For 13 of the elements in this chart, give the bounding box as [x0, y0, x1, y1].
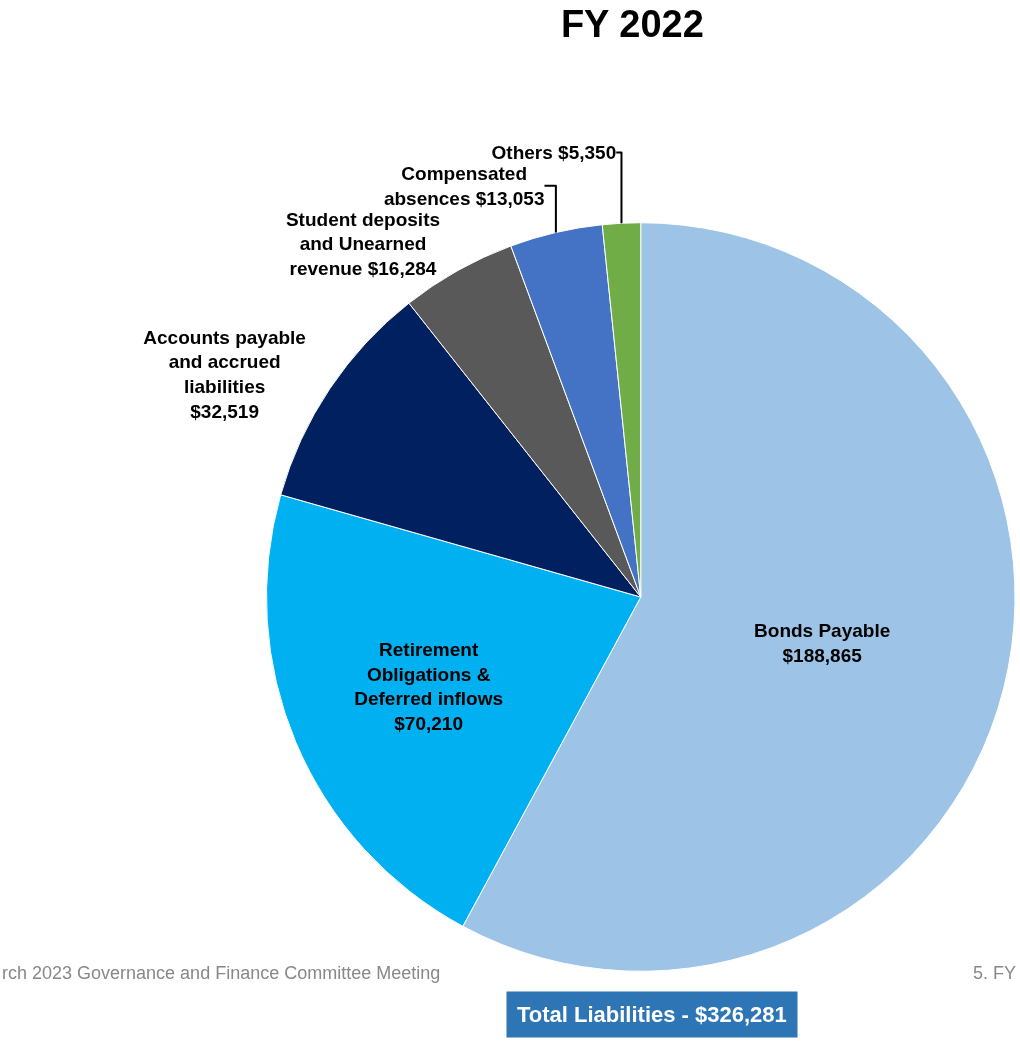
slice-label: Student deposits and Unearned revenue $16,284 [285, 208, 441, 279]
data-label: $188,865 [782, 644, 863, 666]
chart-title: FY 2022 [560, 2, 704, 45]
slice-label: Others $5,350 [491, 141, 617, 163]
slice-label: Bonds Payable [754, 620, 891, 642]
data-label: $70,210 [394, 713, 463, 735]
slice-label: Compensated absences $13,053 [383, 162, 545, 209]
text: 5. FY [973, 963, 1017, 983]
slice-label: Retirement Obligations & Deferred inflows [354, 638, 504, 710]
slice-label: Accounts payable and accrued liabilities [143, 326, 306, 397]
text: rch 2023 Governance and Finance Committee Meeting [2, 963, 441, 983]
data-label: $32,519 [190, 400, 259, 422]
text: Total Liabilities - $326,281 [517, 1002, 787, 1027]
